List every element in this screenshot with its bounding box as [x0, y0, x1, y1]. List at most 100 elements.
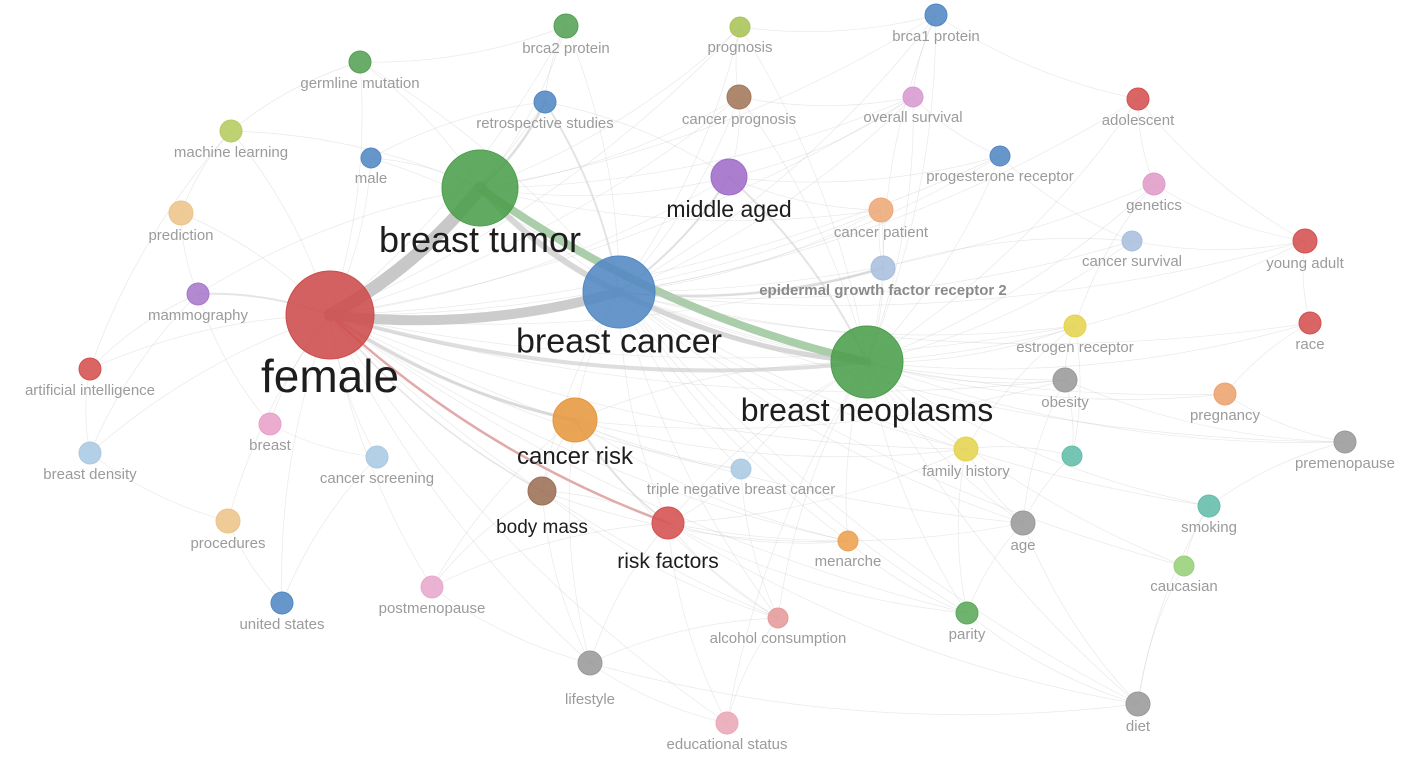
edge-body-mass--postmenopause: [431, 490, 543, 588]
edge-female--cancer-prognosis: [329, 96, 740, 316]
node-cancer-survival[interactable]: [1121, 230, 1143, 252]
edge-female--menarche: [329, 314, 849, 542]
edge-breast-cancer--menarche: [618, 291, 849, 542]
edge-overall-survival--progesterone-receptor: [912, 96, 1001, 157]
node-adolescent[interactable]: [1126, 87, 1150, 111]
node-lifestyle[interactable]: [577, 650, 603, 676]
label-smoking: smoking: [1181, 519, 1237, 536]
node-body-mass[interactable]: [527, 476, 557, 506]
node-alcohol-consumption[interactable]: [767, 607, 789, 629]
node-estrogen-receptor[interactable]: [1063, 314, 1087, 338]
edge-cancer-risk--obesity: [574, 379, 1066, 429]
node-breast-cancer[interactable]: [582, 255, 656, 329]
edge-unlabeled--estrogen-receptor: [1071, 325, 1081, 457]
node-menarche[interactable]: [837, 530, 859, 552]
edge-cancer-prognosis--overall-survival: [738, 96, 914, 107]
edge-risk-factors--parity: [667, 522, 968, 614]
edge-breast-neoplasms--brca1-protein: [866, 14, 937, 363]
node-germline-mutation[interactable]: [348, 50, 372, 74]
node-epidermal-growth-factor-receptor-2[interactable]: [870, 255, 896, 281]
node-premenopause[interactable]: [1333, 430, 1357, 454]
edge-breast-cancer--family-history: [618, 291, 967, 450]
edge-female--parity: [329, 314, 968, 614]
edge-procedures--united-states: [227, 520, 283, 604]
node-cancer-screening[interactable]: [365, 445, 389, 469]
label-middle-aged: middle aged: [666, 196, 791, 222]
node-brca1-protein[interactable]: [924, 3, 948, 27]
edge-breast-tumor--cancer-patient: [479, 187, 882, 221]
edge-triple-negative-breast-cancer--alcohol-consumption: [740, 468, 779, 619]
edge-breast-cancer--adolescent: [618, 98, 1139, 293]
edge-breast-cancer--smoking: [618, 291, 1210, 507]
node-middle-aged[interactable]: [710, 158, 748, 196]
node-genetics[interactable]: [1142, 172, 1166, 196]
node-artificial-intelligence[interactable]: [78, 357, 102, 381]
node-overall-survival[interactable]: [902, 86, 924, 108]
node-breast-neoplasms[interactable]: [830, 325, 904, 399]
node-procedures[interactable]: [215, 508, 241, 534]
node-breast[interactable]: [258, 412, 282, 436]
edge-breast-tumor--brca1-protein: [479, 14, 937, 189]
edge-cancer-survival--young-adult: [1131, 240, 1306, 250]
node-educational-status[interactable]: [715, 711, 739, 735]
node-parity[interactable]: [955, 601, 979, 625]
edge-brca1-protein--adolescent: [935, 14, 1139, 100]
node-family-history[interactable]: [953, 436, 979, 462]
node-diet[interactable]: [1125, 691, 1151, 717]
node-postmenopause[interactable]: [420, 575, 444, 599]
edge-female--obesity: [329, 314, 1066, 392]
label-cancer-screening: cancer screening: [320, 470, 434, 487]
node-female[interactable]: [285, 270, 375, 360]
edge-breast-tumor--overall-survival: [479, 96, 914, 189]
node-cancer-risk[interactable]: [552, 397, 598, 443]
node-prognosis[interactable]: [729, 16, 751, 38]
edge-age--diet: [1022, 522, 1139, 705]
node-smoking[interactable]: [1197, 494, 1221, 518]
edge-machine-learning--artificial-intelligence: [89, 130, 232, 370]
node-retrospective-studies[interactable]: [533, 90, 557, 114]
node-machine-learning[interactable]: [219, 119, 243, 143]
edge-breast-neoplasms--genetics: [866, 183, 1155, 363]
node-breast-density[interactable]: [78, 441, 102, 465]
node-breast-tumor[interactable]: [441, 149, 519, 227]
node-age[interactable]: [1010, 510, 1036, 536]
edge-female--age: [329, 314, 1024, 524]
edge-female--lifestyle: [329, 314, 591, 664]
edge-cancer-risk--triple-negative-breast-cancer: [574, 419, 742, 470]
edge-prognosis--brca1-protein: [739, 14, 937, 33]
edge-breast-cancer--race: [618, 291, 1311, 345]
node-cancer-prognosis[interactable]: [726, 84, 752, 110]
label-risk-factors: risk factors: [617, 550, 719, 573]
edge-breast-cancer--caucasian: [618, 291, 1185, 567]
node-brca2-protein[interactable]: [553, 13, 579, 39]
edge-estrogen-receptor--family-history: [965, 325, 1076, 450]
node-progesterone-receptor[interactable]: [989, 145, 1011, 167]
edge-genetics--young-adult: [1153, 183, 1306, 242]
node-obesity[interactable]: [1052, 367, 1078, 393]
label-alcohol-consumption: alcohol consumption: [710, 630, 847, 647]
edge-risk-factors--diet: [667, 522, 1139, 705]
edge-breast-neoplasms--cancer-risk: [574, 361, 868, 421]
edge-breast-neoplasms--premenopause: [866, 361, 1346, 443]
edge-mammography--breast-density: [89, 293, 199, 454]
node-prediction[interactable]: [168, 200, 194, 226]
edge-machine-learning--prediction: [180, 130, 232, 214]
node-risk-factors[interactable]: [651, 506, 685, 540]
edge-mammography--artificial-intelligence: [89, 293, 199, 370]
node-race[interactable]: [1298, 311, 1322, 335]
label-prediction: prediction: [148, 227, 213, 244]
edge-obesity--premenopause: [1064, 379, 1346, 443]
edge-genetics--estrogen-receptor: [1074, 183, 1155, 327]
edge-breast-cancer--overall-survival: [618, 96, 914, 293]
node-pregnancy[interactable]: [1213, 382, 1237, 406]
node-cancer-patient[interactable]: [868, 197, 894, 223]
edge-smoking--diet: [1137, 505, 1210, 705]
node-caucasian[interactable]: [1173, 555, 1195, 577]
node-young-adult[interactable]: [1292, 228, 1318, 254]
node-male[interactable]: [360, 147, 382, 169]
edge-breast--cancer-screening: [269, 423, 378, 458]
node-unlabeled[interactable]: [1061, 445, 1083, 467]
node-mammography[interactable]: [186, 282, 210, 306]
node-triple-negative-breast-cancer[interactable]: [730, 458, 752, 480]
node-united-states[interactable]: [270, 591, 294, 615]
